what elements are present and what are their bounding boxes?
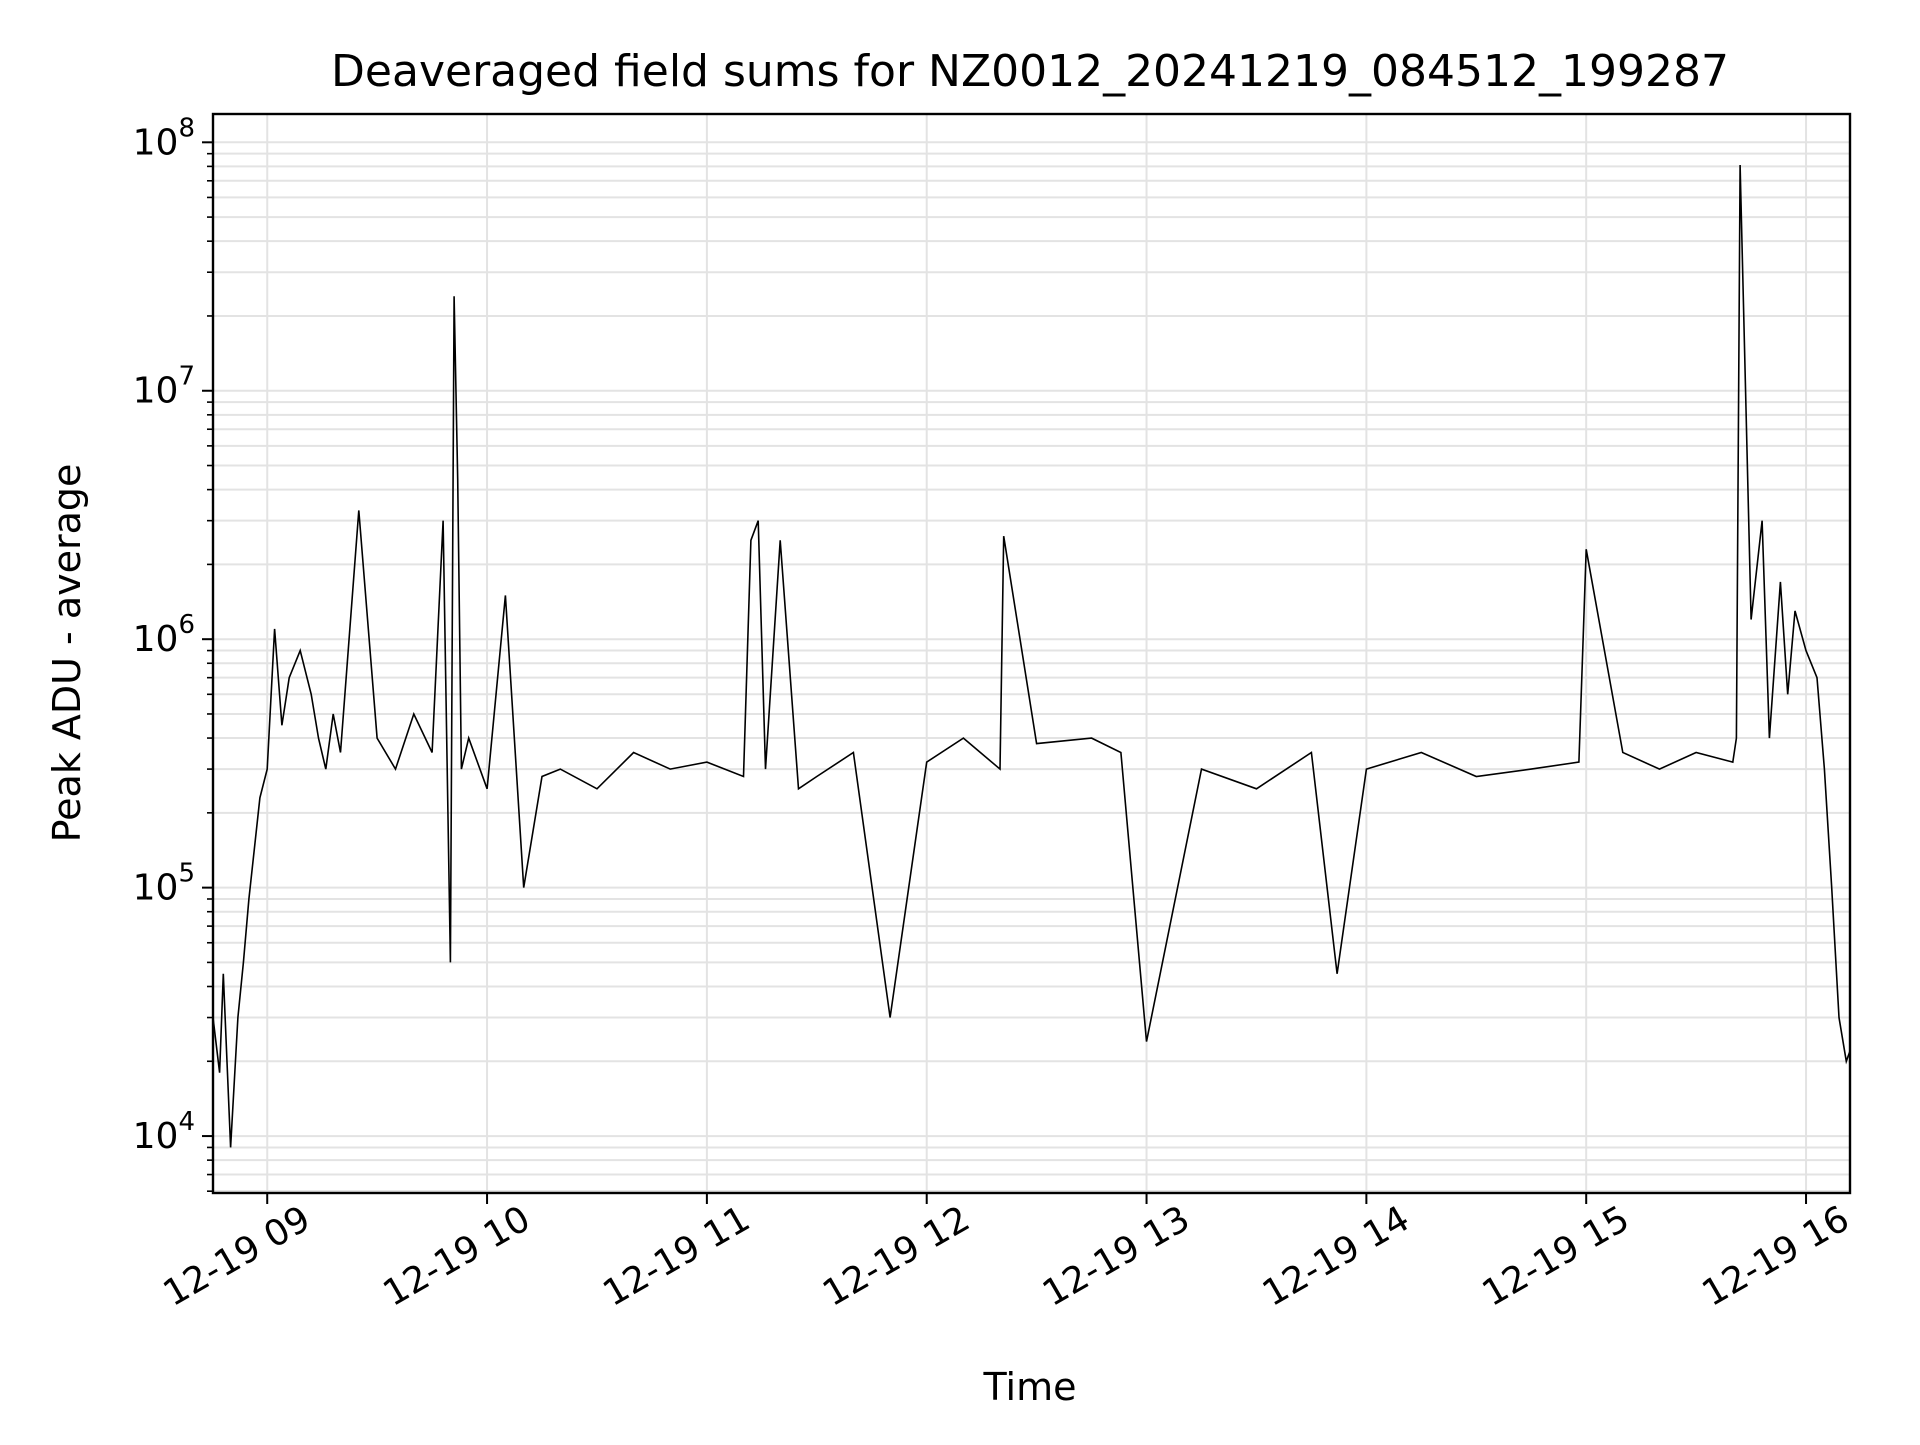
y-tick-label: 104: [133, 1107, 195, 1157]
y-tick-label: 106: [133, 610, 195, 660]
x-axis-label: Time: [983, 1365, 1077, 1409]
y-axis-label: Peak ADU - average: [45, 464, 89, 843]
y-tick-label: 105: [133, 859, 195, 909]
chart-title: Deaveraged field sums for NZ0012_2024121…: [331, 46, 1729, 97]
plot-frame: [211, 112, 1852, 1195]
grid-layer: [213, 114, 1850, 1193]
series-layer: [212, 164, 1851, 1148]
y-tick-label: 107: [133, 362, 195, 412]
series-line: [212, 164, 1851, 1148]
y-tick-label: 108: [133, 113, 195, 163]
